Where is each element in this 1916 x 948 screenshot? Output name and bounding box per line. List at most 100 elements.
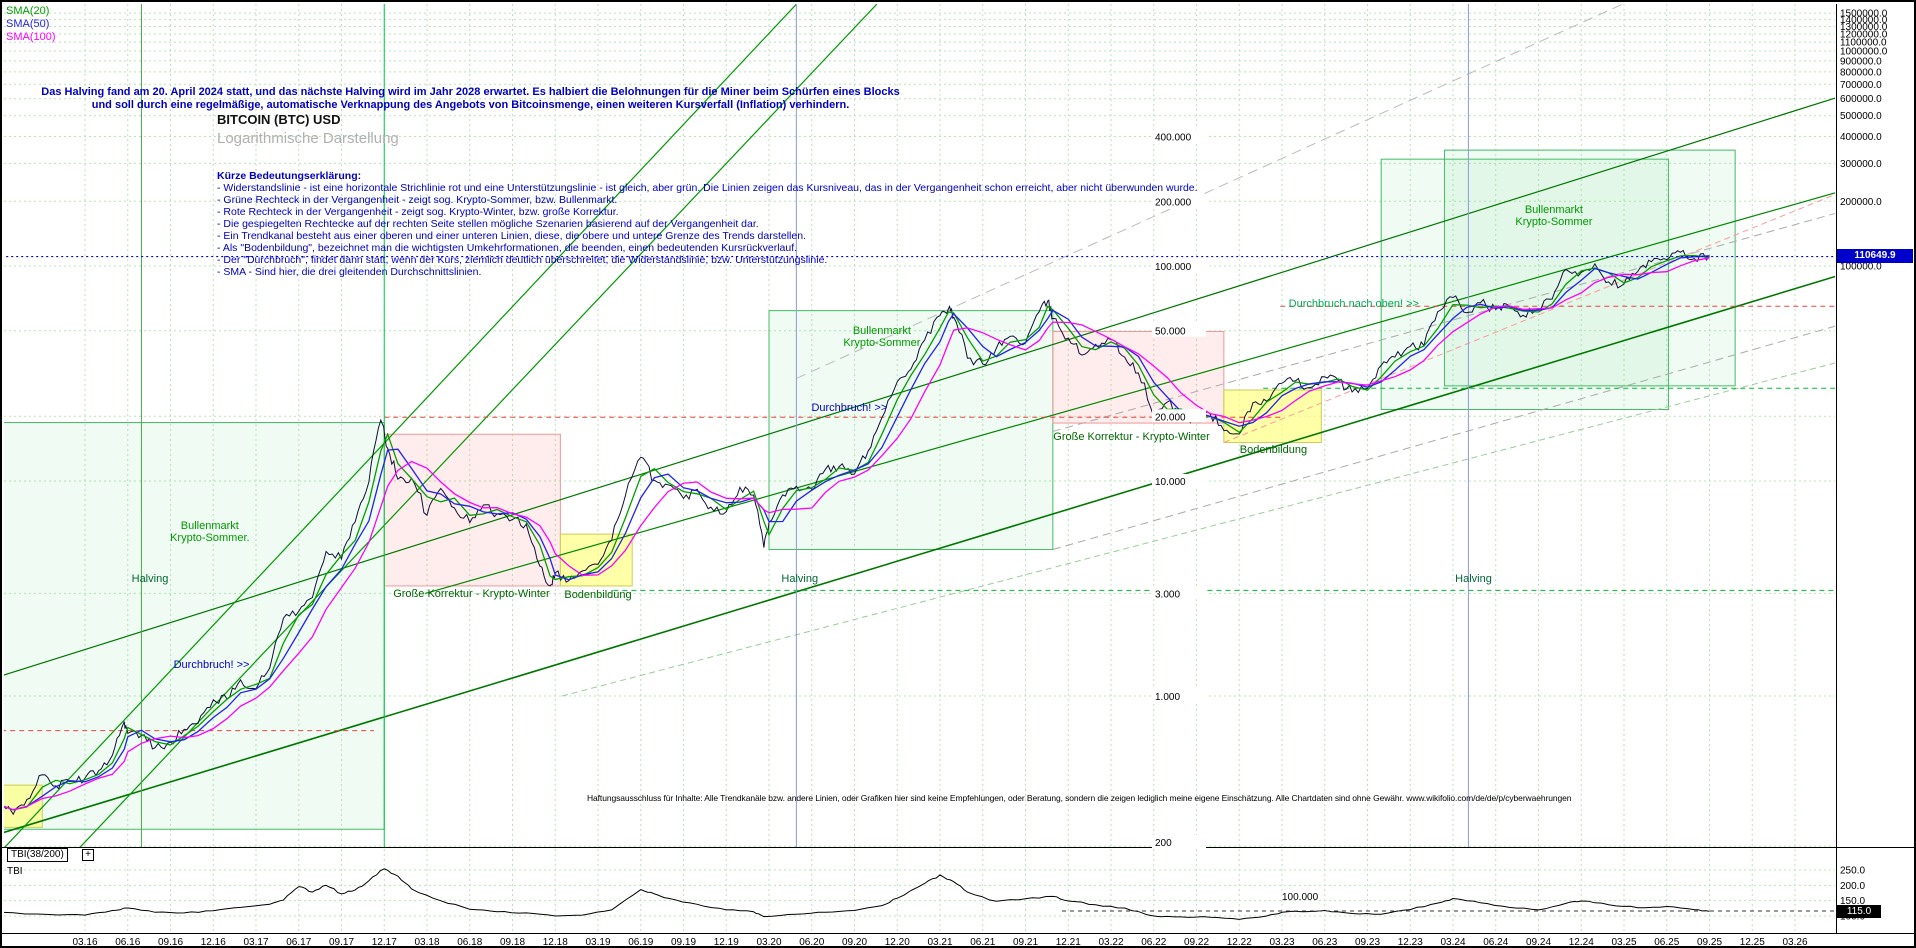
- tbi-scale-label: 100.0: [1840, 912, 1865, 923]
- axis-label-backing: [1152, 835, 1206, 848]
- axis-label-backing: [1152, 474, 1206, 487]
- axis-label-backing: [1152, 323, 1206, 337]
- x-axis-label: 03.23: [1269, 937, 1294, 948]
- y-axis-label-right: 200000.0: [1840, 197, 1882, 208]
- x-axis-label: 09.24: [1526, 937, 1551, 948]
- x-axis-label: 12.19: [714, 937, 739, 948]
- y-axis-label-center: 200: [1155, 838, 1172, 849]
- bull-market-rect: [1443, 149, 1736, 387]
- x-axis-label: 09.25: [1697, 937, 1722, 948]
- y-axis-label-center: 100.000: [1155, 262, 1192, 273]
- x-axis-label: 06.17: [286, 937, 311, 948]
- expand-indicator-button[interactable]: +: [82, 849, 94, 861]
- axis-label-backing: [1152, 194, 1206, 208]
- trend-line: [796, 4, 1623, 379]
- y-axis-label-right: 100000.0: [1840, 262, 1882, 273]
- x-axis-label: 12.23: [1398, 937, 1423, 948]
- x-axis-label: 12.24: [1569, 937, 1594, 948]
- x-axis-label: 12.18: [543, 937, 568, 948]
- axis-label-backing: [1152, 689, 1206, 702]
- sma20-line: [4, 254, 1710, 811]
- bull-market-rect: [768, 310, 1054, 551]
- y-axis-label-right: 1100000.0: [1840, 38, 1887, 49]
- y-axis-label-right: 500000.0: [1840, 111, 1882, 122]
- x-axis-label: 06.23: [1312, 937, 1337, 948]
- bear-market-rect: [383, 433, 561, 587]
- trend-line: [79, 4, 878, 847]
- x-axis-label: 03.24: [1440, 937, 1465, 948]
- trend-line: [1223, 194, 1835, 443]
- y-axis-label-right: 400000.0: [1840, 132, 1882, 143]
- x-axis-label: 09.23: [1355, 937, 1380, 948]
- trend-line: [1052, 325, 1835, 551]
- y-axis-label-right: 1400000.0: [1840, 15, 1888, 26]
- x-axis-label: 03.25: [1611, 937, 1636, 948]
- x-axis-label: 09.16: [158, 937, 183, 948]
- trend-line: [4, 97, 1835, 676]
- x-axis-label: 12.17: [372, 937, 397, 948]
- x-axis-label: 06.20: [799, 937, 824, 948]
- x-axis-label: 03.17: [243, 937, 268, 948]
- x-axis-label: 06.18: [457, 937, 482, 948]
- trend-line: [425, 192, 1835, 594]
- y-axis-label-center: 400.000: [1155, 133, 1192, 144]
- y-axis-label-right: 1000000.0: [1840, 47, 1888, 58]
- x-axis-label: 12.22: [1227, 937, 1252, 948]
- x-axis-label: 03.26: [1782, 937, 1807, 948]
- x-axis-label: 03.16: [72, 937, 97, 948]
- indicator-name-box[interactable]: TBI(38/200): [7, 848, 68, 862]
- x-axis-label: 09.21: [1013, 937, 1038, 948]
- y-axis-label-right: 900000.0: [1840, 56, 1882, 67]
- sma50-line: [4, 255, 1710, 811]
- y-axis-label-right: 1500000.0: [1840, 9, 1888, 20]
- tbi-scale-label: 200.0: [1840, 881, 1865, 892]
- trend-line: [4, 275, 1835, 834]
- x-axis-label: 03.20: [756, 937, 781, 948]
- indicator-panel: [4, 849, 1835, 932]
- x-axis-label: 12.20: [885, 937, 910, 948]
- y-axis-label-right: 1300000.0: [1840, 22, 1888, 33]
- tbi-scale-label: 150.0: [1840, 896, 1865, 907]
- axis-label-backing: [1152, 409, 1206, 423]
- x-axis-label: 06.19: [628, 937, 653, 948]
- x-axis-label: 12.16: [201, 937, 226, 948]
- y-axis-label-right: 600000.0: [1840, 94, 1882, 105]
- y-axis-label-right: 300000.0: [1840, 159, 1882, 170]
- axis-label-backing: [1152, 259, 1206, 272]
- bodenbildung-rect: [4, 784, 43, 828]
- trend-line: [4, 4, 797, 847]
- x-axis-label: 09.18: [500, 937, 525, 948]
- sma100-line: [4, 257, 1710, 811]
- x-axis-label: 03.22: [1098, 937, 1123, 948]
- tbi-scale-label: 250.0: [1840, 866, 1865, 877]
- y-axis-label-center: 50.000: [1155, 327, 1186, 338]
- axis-label-backing: [1152, 586, 1206, 600]
- x-axis-label: 06.24: [1483, 937, 1508, 948]
- bull-market-rect: [4, 422, 385, 830]
- axis-label-backing: [1152, 129, 1206, 143]
- x-axis-label: 06.22: [1141, 937, 1166, 948]
- x-axis-label: 03.18: [414, 937, 439, 948]
- x-axis-label: 09.22: [1184, 937, 1209, 948]
- btc-price-line: [4, 249, 1710, 816]
- y-axis-label-center: 10.000: [1155, 477, 1186, 488]
- main-panel: [4, 4, 1835, 847]
- y-axis-label-center: 3.000: [1155, 589, 1180, 600]
- y-axis-label-center: 200.000: [1155, 197, 1192, 208]
- x-axis-label: 06.16: [115, 937, 140, 948]
- x-axis-label: 03.19: [585, 937, 610, 948]
- x-axis-label: 06.25: [1654, 937, 1679, 948]
- x-axis-label: 09.19: [671, 937, 696, 948]
- x-axis-label: 03.21: [927, 937, 952, 948]
- x-axis-label: 12.21: [1056, 937, 1081, 948]
- x-axis-label: 09.17: [329, 937, 354, 948]
- y-axis-label-right: 800000.0: [1840, 67, 1882, 78]
- bull-market-rect: [1380, 158, 1669, 411]
- y-axis-label-right: 1200000.0: [1840, 29, 1888, 40]
- y-axis-label-right: 700000.0: [1840, 80, 1882, 91]
- x-axis-label: 09.20: [842, 937, 867, 948]
- tbi-line: [4, 868, 1710, 920]
- x-axis-label: 06.21: [970, 937, 995, 948]
